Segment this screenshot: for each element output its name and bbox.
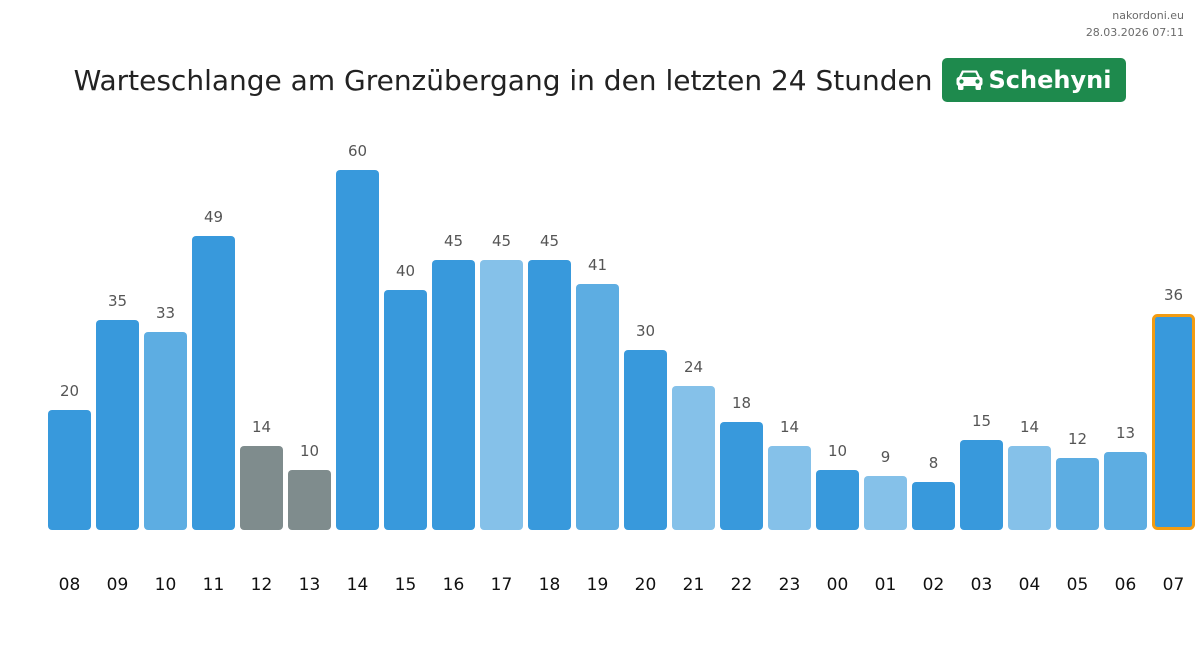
bar-22 — [720, 422, 763, 530]
value-label-19: 41 — [588, 256, 607, 274]
value-label-02: 8 — [929, 454, 939, 472]
value-label-08: 20 — [60, 382, 79, 400]
title-row: Warteschlange am Grenzübergang in den le… — [0, 58, 1200, 102]
x-tick-16: 16 — [443, 575, 465, 595]
bar-23 — [768, 446, 811, 530]
x-tick-21: 21 — [683, 575, 705, 595]
x-tick-17: 17 — [491, 575, 513, 595]
value-label-12: 14 — [252, 418, 271, 436]
x-tick-20: 20 — [635, 575, 657, 595]
bar-00 — [816, 470, 859, 530]
value-label-17: 45 — [492, 232, 511, 250]
bar-20 — [624, 350, 667, 530]
bar-17 — [480, 260, 523, 530]
value-label-07: 36 — [1164, 286, 1183, 304]
value-label-22: 18 — [732, 394, 751, 412]
bar-09 — [96, 320, 139, 530]
value-label-23: 14 — [780, 418, 799, 436]
bar-07 — [1152, 314, 1195, 530]
badge-label: Schehyni — [988, 66, 1112, 94]
value-label-14: 60 — [348, 142, 367, 160]
value-label-05: 12 — [1068, 430, 1087, 448]
x-tick-01: 01 — [875, 575, 897, 595]
bar-13 — [288, 470, 331, 530]
x-tick-10: 10 — [155, 575, 177, 595]
x-tick-06: 06 — [1115, 575, 1137, 595]
chart-title: Warteschlange am Grenzübergang in den le… — [73, 63, 933, 97]
timestamp: 28.03.2026 07:11 — [1085, 26, 1184, 39]
x-tick-22: 22 — [731, 575, 753, 595]
value-label-00: 10 — [828, 442, 847, 460]
bar-03 — [960, 440, 1003, 530]
bar-16 — [432, 260, 475, 530]
value-label-03: 15 — [972, 412, 991, 430]
bar-06 — [1104, 452, 1147, 530]
x-tick-12: 12 — [251, 575, 273, 595]
site-name: nakordoni.eu — [1112, 9, 1184, 22]
x-tick-07: 07 — [1163, 575, 1185, 595]
car-icon — [956, 70, 982, 90]
x-tick-09: 09 — [107, 575, 129, 595]
bar-04 — [1008, 446, 1051, 530]
value-label-10: 33 — [156, 304, 175, 322]
bar-05 — [1056, 458, 1099, 530]
value-label-16: 45 — [444, 232, 463, 250]
bar-12 — [240, 446, 283, 530]
x-tick-23: 23 — [779, 575, 801, 595]
bar-02 — [912, 482, 955, 530]
value-label-04: 14 — [1020, 418, 1039, 436]
bar-18 — [528, 260, 571, 530]
x-tick-11: 11 — [203, 575, 225, 595]
value-label-06: 13 — [1116, 424, 1135, 442]
value-label-11: 49 — [204, 208, 223, 226]
bar-14 — [336, 170, 379, 530]
bar-15 — [384, 290, 427, 530]
x-tick-15: 15 — [395, 575, 417, 595]
x-tick-13: 13 — [299, 575, 321, 595]
bar-11 — [192, 236, 235, 530]
x-tick-00: 00 — [827, 575, 849, 595]
value-label-18: 45 — [540, 232, 559, 250]
value-label-13: 10 — [300, 442, 319, 460]
value-label-20: 30 — [636, 322, 655, 340]
bar-08 — [48, 410, 91, 530]
x-tick-08: 08 — [59, 575, 81, 595]
bar-21 — [672, 386, 715, 530]
value-label-15: 40 — [396, 262, 415, 280]
x-tick-19: 19 — [587, 575, 609, 595]
x-tick-04: 04 — [1019, 575, 1041, 595]
x-tick-03: 03 — [971, 575, 993, 595]
value-label-09: 35 — [108, 292, 127, 310]
x-tick-05: 05 — [1067, 575, 1089, 595]
x-tick-18: 18 — [539, 575, 561, 595]
value-label-21: 24 — [684, 358, 703, 376]
border-crossing-badge: Schehyni — [941, 58, 1127, 102]
x-tick-14: 14 — [347, 575, 369, 595]
value-label-01: 9 — [881, 448, 891, 466]
x-tick-02: 02 — [923, 575, 945, 595]
bar-10 — [144, 332, 187, 530]
bar-01 — [864, 476, 907, 530]
bar-19 — [576, 284, 619, 530]
